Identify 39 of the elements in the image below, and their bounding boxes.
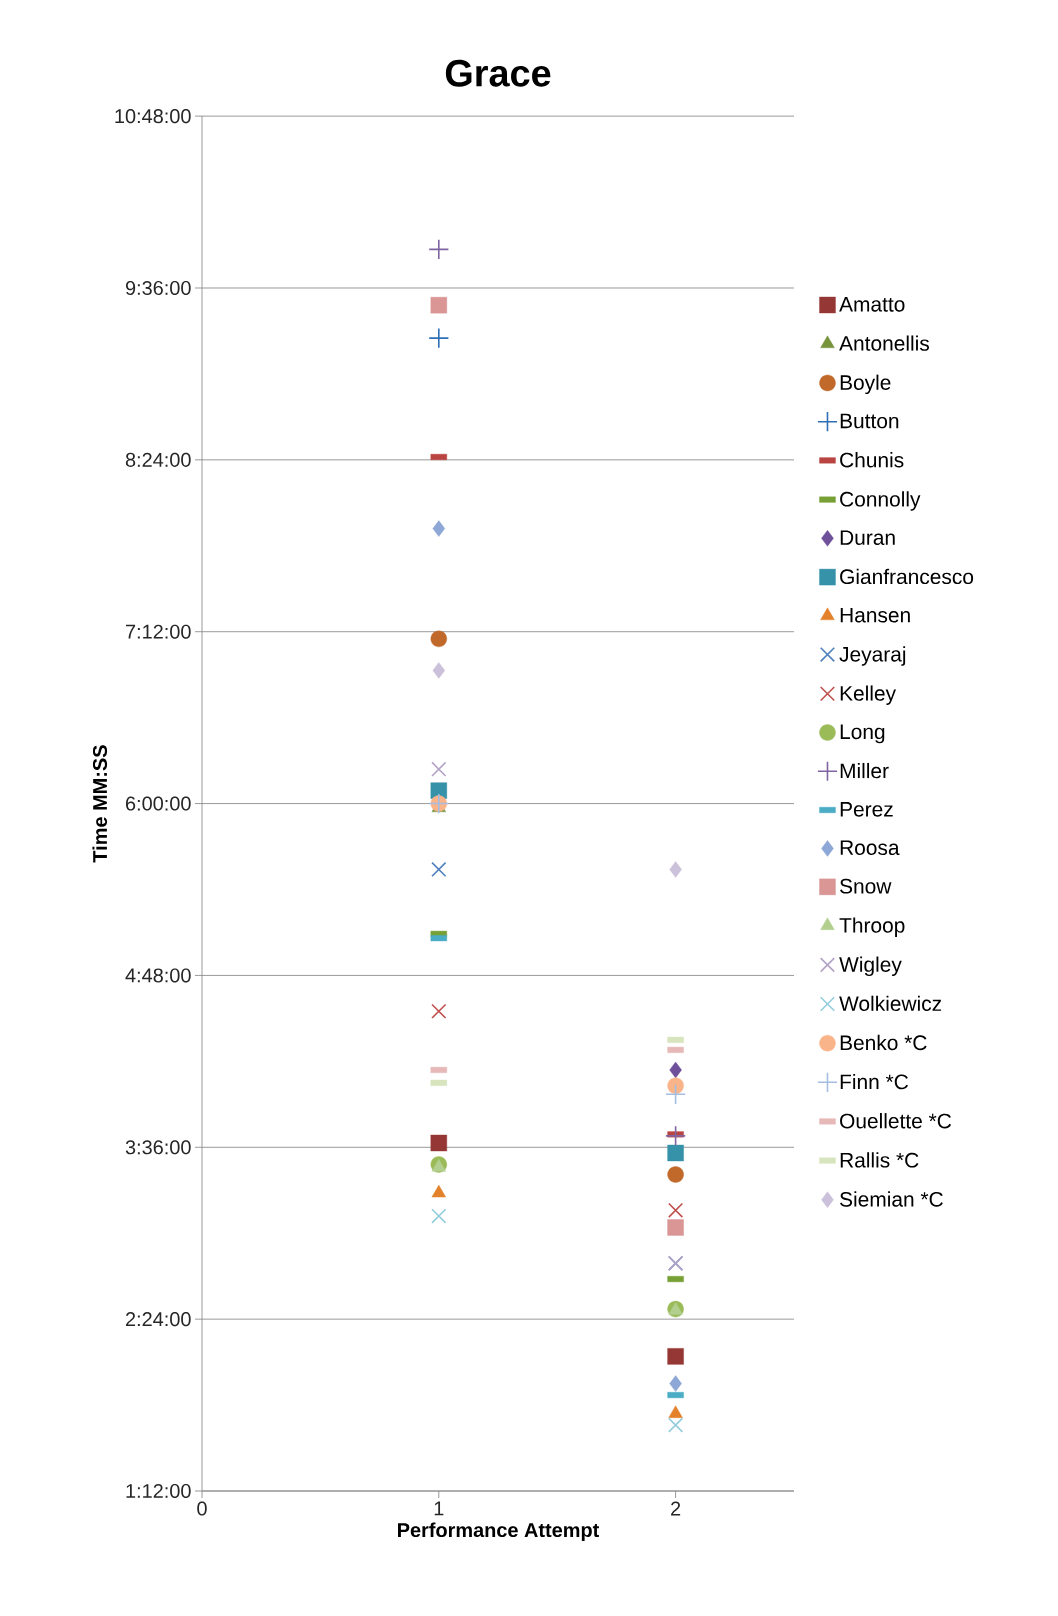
x-tick-label: 2 (671, 1501, 681, 1516)
y-tick-label: 3:36:00 (125, 1140, 191, 1155)
legend-label: Ouellette *C (840, 1113, 952, 1129)
legend-label: Snow (840, 878, 892, 894)
y-axis-title: Time MM:SS (92, 745, 108, 863)
legend-label: Benko *C (840, 1034, 927, 1051)
legend-label: Gianfrancesco (840, 568, 974, 585)
y-tick-label: 2:24:00 (126, 1312, 191, 1327)
chart-title: Grace (445, 59, 551, 87)
legend-label: Roosa (840, 840, 900, 856)
y-tick-label: 9:36:00 (125, 280, 191, 296)
legend-label: Jeyaraj (839, 646, 906, 666)
y-tick-label: 4:48:00 (125, 968, 191, 983)
legend-label: Button (840, 413, 899, 429)
legend-label: Amatto (839, 297, 905, 312)
legend-label: Antonellis (839, 335, 930, 351)
legend-label: Long (840, 724, 885, 744)
legend-label: Connolly (840, 491, 921, 511)
legend-label: Boyle (840, 374, 891, 395)
y-tick-label: 6:00:00 (126, 796, 191, 811)
legend-label: Hansen (840, 607, 910, 623)
x-tick-label: 1 (434, 1501, 444, 1516)
legend-label: Siemian *C (840, 1191, 943, 1207)
legend-label: Throop (839, 917, 905, 937)
y-tick-label: 7:12:00 (126, 624, 191, 639)
x-axis-title: Performance Attempt (398, 1522, 600, 1542)
x-tick-label: 0 (197, 1501, 207, 1516)
legend-label: Wigley (839, 956, 902, 977)
y-tick-label: 10:48:00 (115, 109, 191, 124)
legend-label: Kelley (840, 685, 896, 705)
legend-label: Rallis *C (840, 1152, 919, 1168)
legend-label: Duran (840, 530, 895, 545)
legend-label: Perez (840, 802, 893, 817)
y-tick-label: 1:12:00 (126, 1483, 191, 1499)
legend-label: Chunis (840, 452, 904, 468)
legend-label: Wolkiewicz (839, 995, 942, 1012)
legend-label: Finn *C (840, 1073, 909, 1090)
y-tick-label: 8:24:00 (125, 452, 191, 467)
legend-label: Miller (840, 762, 889, 779)
